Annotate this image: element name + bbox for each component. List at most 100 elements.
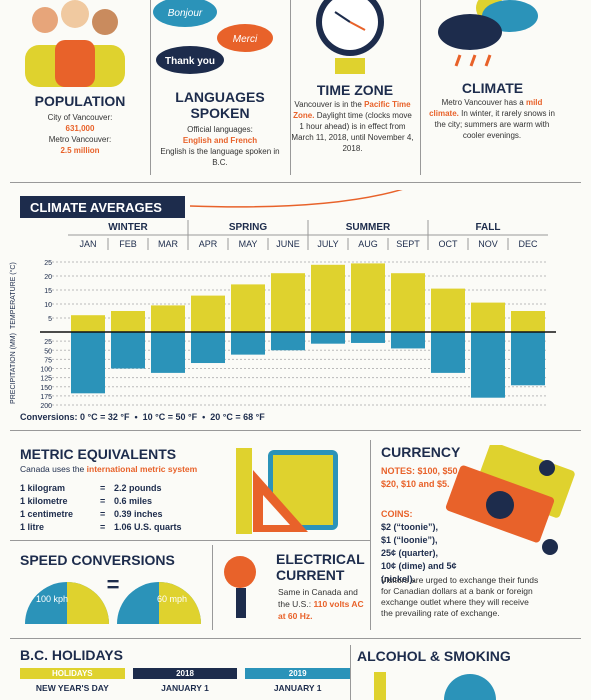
bubble-text: Bonjour	[168, 8, 203, 19]
coin: 10¢ (dime) and 5¢ (nickel).	[381, 561, 457, 584]
advice: Visitors are urged to exchange their fun…	[381, 575, 539, 618]
text-block: Vancouver is in the Pacific Time Zone. D…	[290, 99, 415, 154]
coin: $1 (“loonie”),	[381, 535, 438, 545]
metric-row: 1 litre = 1.06 U.S. quarts	[20, 521, 220, 534]
y-tick-label: 150	[40, 385, 52, 392]
temperature-bar	[471, 302, 505, 332]
holiday-table: HOLIDAYS 2018 2019 NEW YEAR'S DAY JANUARY 1 J…	[20, 668, 351, 693]
heading: B.C. HOLIDAYS	[20, 647, 123, 663]
temperature-bar	[191, 295, 225, 332]
y-tick-label: 175	[40, 394, 52, 401]
precipitation-bar	[271, 332, 305, 351]
month-label: FEB	[119, 239, 137, 249]
divider	[350, 645, 351, 700]
y-tick-label: 10	[44, 302, 52, 309]
metric-row: 1 kilometre = 0.6 miles	[20, 495, 220, 508]
month-label: JAN	[79, 239, 96, 249]
holiday-row: NEW YEAR'S DAY JANUARY 1 JANUARY 1	[20, 683, 350, 693]
coin: $2 (“toonie”),	[381, 522, 439, 532]
temperature-bar	[351, 263, 385, 332]
highlight: international metric system	[86, 464, 198, 474]
bubble-text: Thank you	[165, 56, 215, 67]
connector	[189, 190, 403, 208]
text-block: Official languages: English and French Eng…	[160, 124, 280, 168]
bubble-text: Merci	[233, 34, 258, 45]
header-cell: 2019	[245, 668, 351, 679]
cell: 1 litre	[20, 522, 45, 532]
heading: ALCOHOL & SMOKING	[357, 648, 511, 664]
precipitation-bar	[431, 332, 465, 373]
month-label: NOV	[478, 239, 498, 249]
precipitation-bar	[511, 332, 545, 386]
precipitation-bar	[71, 332, 105, 394]
heading: SPEED CONVERSIONS	[20, 552, 175, 568]
text: In winter, it rarely snows in the city; …	[434, 109, 555, 140]
divider	[10, 430, 581, 431]
metric-row: 1 centimetre = 0.39 inches	[20, 508, 220, 521]
header-cell: HOLIDAYS	[20, 668, 125, 679]
y-tick-label: 75	[44, 357, 52, 364]
temperature-bar	[431, 288, 465, 332]
heading: METRIC EQUIVALENTS	[20, 446, 177, 462]
season-label: FALL	[476, 222, 501, 233]
temperature-bar	[311, 264, 345, 332]
metric-table: 1 kilogram = 2.2 pounds 1 kilometre = 0.6 mil…	[20, 482, 220, 534]
text: Canada uses the	[20, 464, 85, 474]
notes: NOTES: $100, $50, $20, $10 and $5.	[381, 466, 461, 489]
temperature-bar	[511, 311, 545, 332]
header-row: HOLIDAYS 2018 2019	[20, 668, 351, 679]
value: 631,000	[65, 124, 95, 133]
axis-title: PRECIPITATION (MM)	[10, 333, 17, 404]
precipitation-bar	[191, 332, 225, 364]
text: Same in Canada and the U.S.:	[278, 587, 358, 609]
precipitation-bar	[151, 332, 185, 373]
y-tick-label: 200	[40, 403, 52, 410]
cell: 1 kilometre	[20, 496, 68, 506]
y-tick-label: 15	[44, 288, 52, 295]
coin: 25¢ (quarter),	[381, 548, 439, 558]
month-label: JULY	[317, 239, 338, 249]
divider	[10, 540, 370, 541]
text: Daylight time (clocks move 1 hour ahead)…	[291, 111, 414, 153]
heading: LANGUAGES SPOKEN	[175, 89, 265, 121]
y-tick-label: 20	[44, 274, 52, 281]
speed-label: 100 kph	[36, 594, 68, 604]
text-block: City of Vancouver: 631,000 Metro Vancouver…	[20, 112, 140, 156]
equals: =	[107, 572, 120, 597]
y-tick-label: 100	[40, 367, 52, 374]
precipitation-bar	[471, 332, 505, 398]
cell: JANUARY 1	[161, 683, 209, 693]
precipitation-bar	[311, 332, 345, 344]
temperature-bar	[231, 284, 265, 332]
month-label: SEPT	[396, 239, 420, 249]
intro: Canada uses the international metric sys…	[20, 464, 197, 474]
icons: Bonjour Merci Thank you	[25, 0, 538, 87]
y-tick-label: 25	[44, 339, 52, 346]
text: Metro Vancouver has a	[441, 98, 524, 107]
y-tick-label: 50	[44, 348, 52, 355]
temperature-bar	[71, 315, 105, 332]
cell: 1 centimetre	[20, 509, 74, 519]
chart-title: CLIMATE AVERAGES	[30, 200, 162, 215]
highlight: Pacific Time Zone.	[293, 100, 411, 120]
cell: NEW YEAR'S DAY	[35, 683, 109, 693]
value: English and French	[182, 136, 258, 145]
coin-list: $2 (“toonie”), $1 (“loonie”), 25¢ (quarter…	[381, 521, 491, 586]
label: City of Vancouver:	[47, 113, 113, 122]
precipitation-bar	[231, 332, 265, 355]
cell: 1.06 U.S. quarts	[114, 522, 182, 532]
note: English is the language spoken in B.C.	[160, 147, 280, 167]
month-label: MAY	[239, 239, 258, 249]
divider	[10, 638, 581, 639]
highlight: 110 volts AC at 60 Hz.	[278, 599, 364, 621]
month-label: JUNE	[276, 239, 300, 249]
plug-icon	[224, 556, 256, 618]
value: 2.5 million	[60, 146, 100, 155]
money-icon	[445, 445, 575, 555]
cell: =	[100, 483, 106, 493]
heading: TIME ZONE	[316, 82, 394, 98]
season-label: WINTER	[108, 222, 148, 233]
title-box	[20, 196, 185, 218]
y-tick-label: 125	[40, 376, 52, 383]
text: Vancouver is in the	[294, 100, 362, 109]
